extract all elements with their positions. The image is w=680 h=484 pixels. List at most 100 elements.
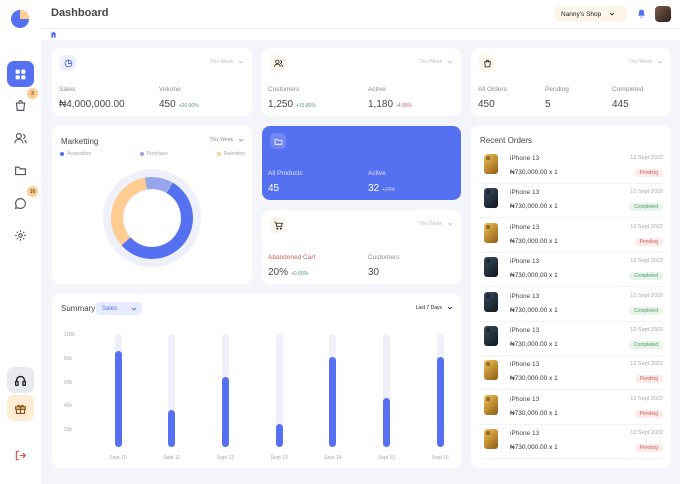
- order-row[interactable]: iPhone 13 ₦730,000.00 x 1 12 Sept 2022 Pend…: [479, 356, 663, 391]
- period-label: This Week: [209, 137, 233, 143]
- sidebar-item-folder[interactable]: [7, 157, 34, 183]
- pie-icon: [60, 55, 76, 71]
- shop-select[interactable]: Nanny's Shop: [554, 6, 627, 22]
- order-product-name: iPhone 13: [510, 327, 540, 334]
- bar[interactable]: [168, 409, 176, 447]
- summary-title: Summary: [61, 304, 96, 313]
- period-label: This Week: [418, 221, 442, 227]
- support-button[interactable]: [7, 367, 34, 393]
- order-row[interactable]: iPhone 13 ₦730,000.00 x 1 12 Sept 2022 Pend…: [479, 219, 663, 253]
- marketing-legend: Acquisition Purchase Retention: [60, 151, 245, 157]
- bar[interactable]: [329, 356, 337, 447]
- status-badge: Pending: [634, 237, 663, 246]
- customers-card: This Week Customers 1,250 +15.80% Active …: [262, 48, 461, 116]
- period-select[interactable]: This Week: [209, 137, 244, 143]
- sidebar-item-bag[interactable]: 3: [7, 88, 38, 118]
- sidebar-item-users[interactable]: [7, 125, 34, 151]
- product-thumbnail: [484, 326, 498, 346]
- gear-icon: [15, 229, 26, 241]
- summary-metric-select[interactable]: Sales: [96, 302, 142, 315]
- y-tick-label: 80k: [64, 355, 73, 362]
- sidebar-item-grid[interactable]: [7, 61, 34, 87]
- pending-value: 5: [545, 99, 551, 110]
- order-row[interactable]: iPhone 13 ₦730,000.00 x 1 12 Sept 2022 Comp…: [479, 184, 663, 219]
- order-row[interactable]: iPhone 13 ₦730,000.00 x 1 12 Sept 2022 Pend…: [479, 150, 663, 184]
- status-badge: Completed: [628, 203, 663, 212]
- bar[interactable]: [436, 356, 444, 447]
- recent-orders-card: Recent Orders iPhone 13 ₦730,000.00 x 1 12…: [471, 126, 671, 468]
- active-products-label: Active: [368, 170, 386, 177]
- product-thumbnail: [484, 360, 498, 381]
- order-date: 12 Sept 2022: [630, 361, 663, 368]
- x-tick-label: Sept 11: [163, 455, 181, 461]
- marketing-title: Marketting: [61, 137, 99, 146]
- period-select[interactable]: This Week: [418, 59, 453, 65]
- gift-button[interactable]: [7, 395, 34, 421]
- bell-icon[interactable]: [637, 9, 646, 18]
- donut-hole: [124, 190, 180, 246]
- logout-icon[interactable]: [14, 449, 27, 462]
- abandoned-cart-delta: +0.00%: [291, 271, 309, 277]
- order-price: ₦730,000.00 x 1: [510, 203, 558, 211]
- headphones-icon: [14, 375, 27, 386]
- bar[interactable]: [275, 424, 283, 447]
- bar-track: [275, 334, 283, 447]
- period-select[interactable]: This Week: [628, 59, 663, 65]
- summary-range-select[interactable]: Last 7 Days: [416, 305, 453, 311]
- order-row[interactable]: iPhone 13 ₦730,000.00 x 1 12 Sept 2022 Pend…: [479, 391, 663, 425]
- abandoned-cart-card: This Week Abandoned Cart 20% +0.00% Custo…: [262, 210, 461, 284]
- order-date: 12 Sept 2022: [630, 189, 663, 196]
- bar[interactable]: [114, 350, 122, 447]
- period-select[interactable]: This Week: [418, 221, 453, 227]
- y-tick-label: 100k: [64, 332, 75, 338]
- users-icon: [14, 132, 27, 143]
- chevron-down-icon: [238, 138, 244, 142]
- all-products-value: 45: [268, 183, 280, 194]
- sidebar-item-gear[interactable]: [7, 222, 34, 248]
- folder-icon: [15, 166, 26, 175]
- x-tick-label: Sept 15: [377, 455, 396, 461]
- grid-icon: [15, 69, 26, 79]
- active-value: 1,180: [368, 99, 394, 110]
- volume-delta: +20.00%: [178, 103, 199, 109]
- order-row[interactable]: iPhone 13 ₦730,000.00 x 1 12 Sept 2022 Comp…: [479, 322, 663, 356]
- customers-value: 1,250: [268, 99, 294, 110]
- bar[interactable]: [221, 376, 229, 447]
- period-label: This Week: [418, 59, 442, 65]
- logo-icon: [11, 10, 29, 28]
- order-row[interactable]: iPhone 13 ₦730,000.00 x 1 12 Sept 2022 Pend…: [479, 425, 663, 460]
- y-tick-label: 20k: [64, 427, 73, 434]
- sidebar: 3 16: [0, 0, 41, 484]
- notification-badge: 16: [27, 186, 38, 197]
- bar[interactable]: [383, 398, 390, 447]
- gift-icon: [15, 404, 26, 414]
- order-product-name: iPhone 13: [510, 258, 540, 266]
- product-thumbnail: [484, 154, 498, 174]
- home-icon[interactable]: [50, 31, 57, 38]
- sales-card: This Week Sales ₦4,000,000.00 Volume 450…: [52, 48, 252, 116]
- sales-value: ₦4,000,000.00: [59, 99, 125, 110]
- status-badge: Pending: [634, 169, 663, 177]
- period-label: This Week: [628, 59, 652, 65]
- product-thumbnail: [484, 188, 498, 209]
- legend-label: Acquisition: [67, 151, 92, 157]
- metric-label: Sales: [102, 305, 118, 312]
- active-products-value: 32: [368, 183, 380, 194]
- marketing-card: Marketting This Week Acquisition Purchas…: [52, 126, 252, 284]
- period-select[interactable]: This Week: [209, 59, 244, 65]
- chevron-down-icon: [610, 12, 615, 16]
- order-row[interactable]: iPhone 13 ₦730,000.00 x 1 12 Sept 2022 Comp…: [479, 253, 663, 288]
- donut-purchase: [111, 177, 193, 259]
- sidebar-item-chat[interactable]: 16: [7, 186, 38, 216]
- avatar[interactable]: [655, 6, 671, 22]
- order-date: 12 Sept 2022: [630, 327, 663, 333]
- products-card: All Products 45 Active 32 +24%: [262, 126, 461, 200]
- active-value-row: 1,180 -4.90%: [368, 99, 412, 110]
- y-tick-label: 40k: [64, 403, 73, 410]
- order-date: 12 Sept 2022: [630, 223, 663, 230]
- customers-label: Customers: [268, 86, 300, 93]
- order-price: ₦730,000.00 x 1: [510, 306, 558, 314]
- bag-icon: [15, 99, 26, 111]
- order-row[interactable]: iPhone 13 ₦730,000.00 x 1 12 Sept 2022 Comp…: [479, 288, 663, 322]
- abandoned-customers-value: 30: [368, 267, 380, 278]
